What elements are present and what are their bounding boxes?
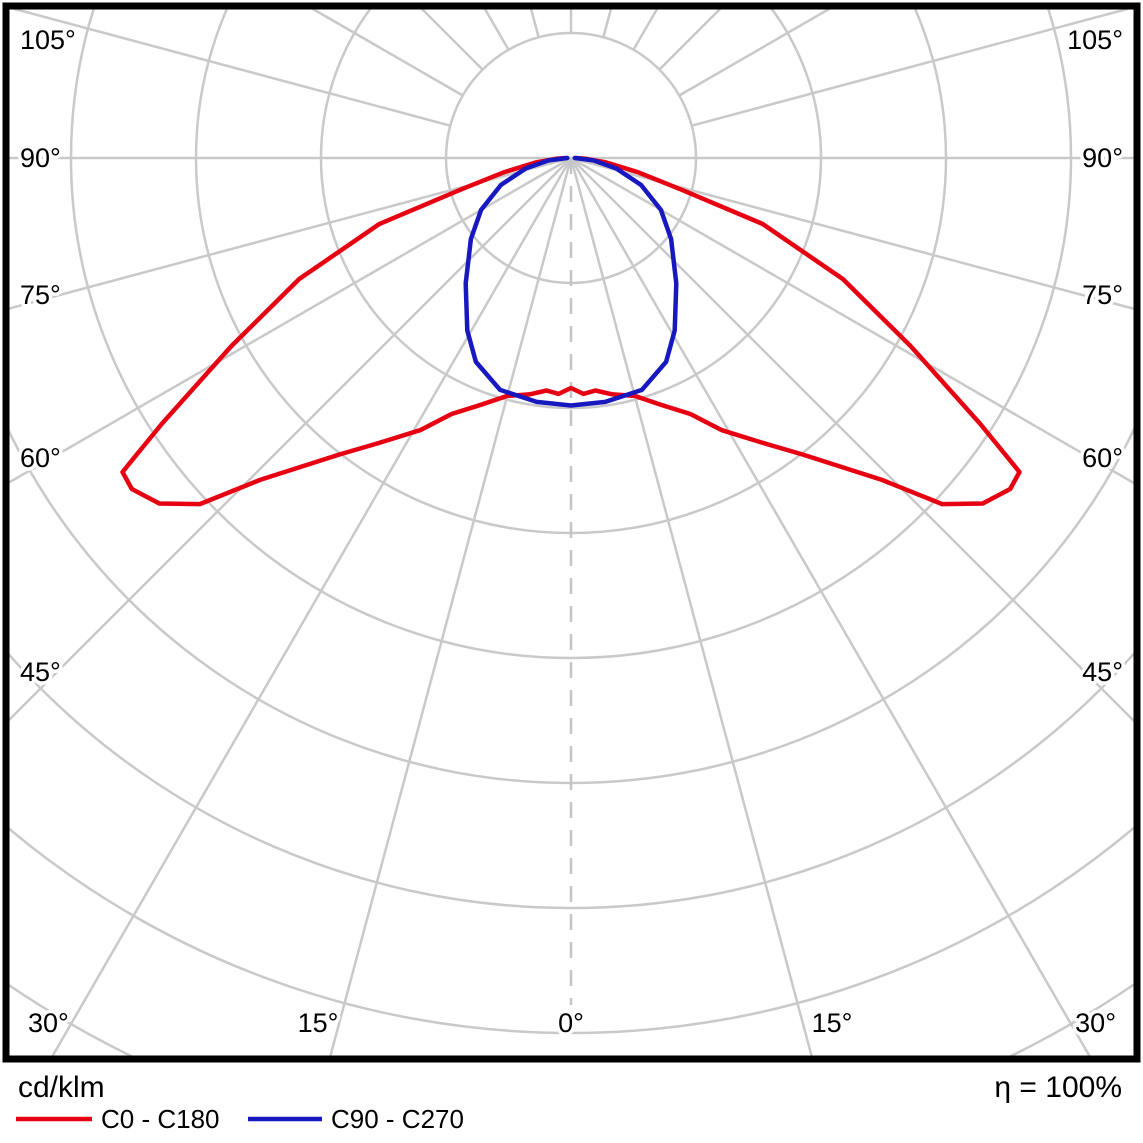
angle-label-bottom: 0° [558, 1008, 584, 1038]
curve-c0-c180 [120, 155, 1022, 507]
legend-label-c0-c180: C0 - C180 [101, 1104, 220, 1134]
angle-label-bottom: 30° [1075, 1008, 1116, 1038]
angle-label-bottom: 15° [812, 1008, 853, 1038]
grid-ray [569, 157, 1091, 1056]
grid-ray [9, 156, 572, 484]
legend: C0 - C180 C90 - C270 [16, 1104, 464, 1134]
grid-ring [9, 826, 1134, 1034]
unit-label: cd/klm [18, 1071, 105, 1104]
grid-ray [569, 157, 813, 1056]
angle-label-right: 75° [1082, 280, 1123, 310]
grid-ray [678, 9, 831, 97]
angle-label-right: 45° [1082, 657, 1123, 687]
angle-label-left: 60° [20, 443, 61, 473]
angle-labels: 105° 90° 75° 60° 45° 105° 90° 75° 60° 45° 30° 15° 0°… [17, 22, 1127, 1042]
angle-label-right: 105° [1067, 25, 1123, 55]
angle-label-right: 60° [1082, 443, 1123, 473]
angle-label-right: 90° [1082, 143, 1123, 173]
grid-ray [9, 156, 572, 310]
angle-label-bottom: 15° [298, 1008, 339, 1038]
angle-label-left: 75° [20, 280, 61, 310]
angle-label-left: 45° [20, 657, 61, 687]
efficiency-label: η = 100% [994, 1071, 1122, 1104]
grid-ray [570, 156, 1134, 311]
grid-ray [691, 9, 1131, 127]
angle-label-left: 105° [20, 25, 76, 55]
grid-ray [329, 157, 573, 1056]
angle-label-left: 90° [20, 143, 61, 173]
grid-ray [311, 9, 464, 97]
curve-c90-c270 [463, 155, 679, 408]
grid-ray [570, 156, 1134, 485]
angle-label-bottom: 30° [28, 1008, 69, 1038]
grid-ray [9, 157, 572, 722]
grid-ray [570, 157, 1134, 723]
plot-frame [2, 2, 1141, 1063]
grid-ray [11, 9, 451, 127]
legend-label-c90-c270: C90 - C270 [331, 1104, 464, 1134]
grid-ring [9, 651, 1134, 910]
grid-ray [51, 157, 573, 1056]
